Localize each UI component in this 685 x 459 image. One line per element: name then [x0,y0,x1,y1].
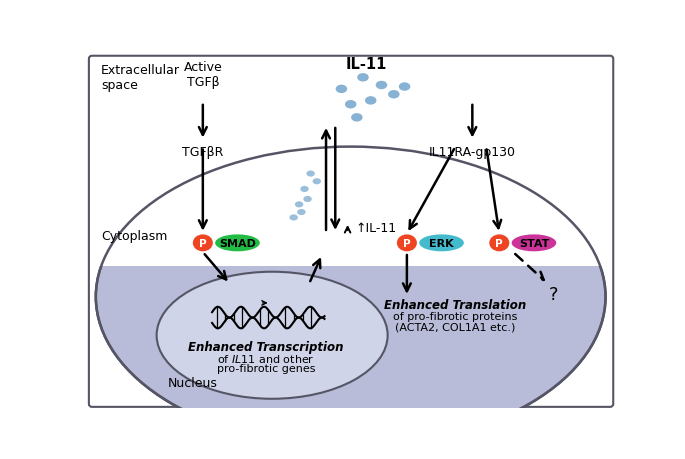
Text: of $\it{IL11}$ and other: of $\it{IL11}$ and other [217,352,315,364]
Ellipse shape [300,186,309,193]
Ellipse shape [297,209,306,216]
Ellipse shape [157,272,388,399]
Ellipse shape [489,235,509,252]
Text: Enhanced Translation: Enhanced Translation [384,298,527,311]
FancyBboxPatch shape [92,61,610,266]
Text: Active
TGFβ: Active TGFβ [184,61,222,89]
Text: Enhanced Transcription: Enhanced Transcription [188,341,344,353]
Ellipse shape [365,97,377,106]
Text: ↑IL-11: ↑IL-11 [356,221,397,235]
Ellipse shape [295,202,303,208]
Ellipse shape [419,235,464,252]
Ellipse shape [399,83,410,92]
Ellipse shape [375,82,387,90]
Text: IL-11: IL-11 [345,56,387,72]
Ellipse shape [357,74,369,82]
Ellipse shape [345,101,356,109]
Text: of pro-fibrotic proteins: of pro-fibrotic proteins [393,311,518,321]
Text: IL11RA-gp130: IL11RA-gp130 [429,146,516,159]
Ellipse shape [96,147,606,447]
Ellipse shape [193,235,213,252]
Ellipse shape [303,196,312,202]
Ellipse shape [306,171,315,177]
Text: TGFβR: TGFβR [182,146,223,159]
FancyBboxPatch shape [89,56,613,407]
Ellipse shape [351,114,362,122]
Ellipse shape [312,179,321,185]
Text: (ACTA2, COL1A1 etc.): (ACTA2, COL1A1 etc.) [395,322,516,332]
Ellipse shape [336,85,347,94]
Text: ERK: ERK [429,238,454,248]
Ellipse shape [388,91,399,99]
Ellipse shape [290,215,298,221]
Text: Extracellular
space: Extracellular space [101,64,180,92]
Text: pro-fibrotic genes: pro-fibrotic genes [216,363,315,373]
Text: ?: ? [549,286,559,304]
Text: Cytoplasm: Cytoplasm [101,229,168,242]
Ellipse shape [512,235,556,252]
Text: P: P [199,238,207,248]
Ellipse shape [215,235,260,252]
Text: Nucleus: Nucleus [169,376,218,389]
Text: P: P [495,238,503,248]
Text: P: P [403,238,411,248]
Text: STAT: STAT [519,238,549,248]
Text: SMAD: SMAD [219,238,256,248]
Ellipse shape [397,235,417,252]
